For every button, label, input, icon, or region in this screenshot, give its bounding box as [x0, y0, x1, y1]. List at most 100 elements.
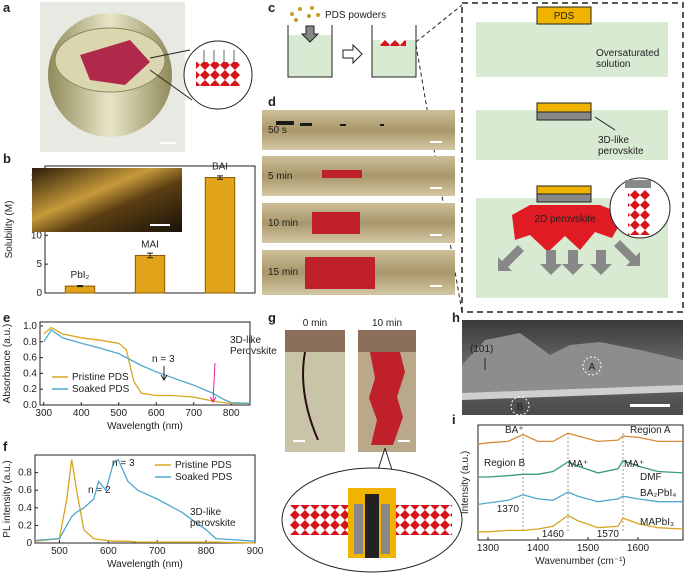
- x-tick-label: 800: [198, 546, 215, 557]
- diagram-text-line: 3D-like: [598, 135, 630, 146]
- legend-label: Pristine PDS: [175, 460, 232, 471]
- annotation: BA⁺: [505, 425, 524, 436]
- panel-label: f: [3, 439, 8, 454]
- annotation-line: MA⁺: [624, 459, 644, 470]
- sem-label: (101): [470, 344, 493, 355]
- x-axis-label: Wavelength (nm): [107, 421, 183, 432]
- annotation: n = 3: [152, 354, 175, 365]
- time-label: 10 min: [372, 318, 402, 329]
- annotation: DMF: [640, 472, 662, 483]
- x-tick-label: 500: [51, 546, 68, 557]
- annotation: 3D-like Perovskite: [230, 335, 277, 357]
- x-tick-label: 1500: [577, 543, 600, 554]
- reference-label: 1460: [542, 529, 565, 540]
- panel-label: i: [452, 412, 456, 427]
- x-axis-label: Wavelength (nm): [107, 559, 183, 570]
- diagram-text: 3D-like perovskite: [598, 135, 644, 157]
- x-tick-label: 500: [110, 408, 127, 419]
- y-tick-label: 0: [36, 288, 42, 299]
- legend-label: Region B: [484, 458, 525, 469]
- error-bar: [217, 175, 223, 180]
- x-tick-label: 600: [148, 408, 165, 419]
- diagram-text: Oversaturated solution: [596, 48, 659, 70]
- series-line: [43, 326, 250, 405]
- series-line: [34, 458, 256, 542]
- series-line: [477, 491, 683, 506]
- arrow-head: [209, 396, 217, 403]
- panel-label: e: [3, 310, 10, 325]
- annotation: 3D-like perovskite: [190, 507, 236, 529]
- charts: 05101520Solubility (M)PbI₂MAIBAI0.00.20.…: [2, 162, 684, 570]
- x-tick-label: 1300: [477, 543, 500, 554]
- time-label: 15 min: [268, 267, 298, 278]
- annotation-line: n = 3: [152, 354, 175, 365]
- diagram-c: [287, 2, 684, 313]
- time-label: 5 min: [268, 171, 292, 182]
- bar: [204, 177, 236, 294]
- panel-label: g: [268, 310, 276, 325]
- y-tick-label: 0.8: [18, 468, 32, 479]
- legend-label: Region A: [630, 425, 671, 436]
- x-tick-label: 700: [149, 546, 166, 557]
- y-tick-label: 0: [26, 538, 32, 549]
- diagram-text-line: solution: [596, 59, 630, 70]
- annotation: n = 2: [88, 485, 111, 496]
- category-label: BAI: [212, 162, 228, 173]
- error-bar: [77, 284, 83, 288]
- series-line: [34, 459, 256, 544]
- sem-label: B: [517, 402, 524, 413]
- panel-label: b: [3, 151, 11, 166]
- legend-label: MAPbI₃: [640, 517, 674, 528]
- y-tick-label: 0.0: [23, 400, 37, 411]
- series-line: [478, 459, 684, 478]
- bar: [134, 254, 166, 294]
- error-bar: [147, 252, 153, 259]
- diagram-text-line: perovskite: [598, 146, 644, 157]
- y-axis-label: Solubility (M): [4, 201, 15, 259]
- y-axis-label: Intensity (a.u.): [460, 451, 471, 514]
- sem-image: [462, 320, 683, 416]
- annotation-line: DMF: [640, 472, 662, 483]
- y-tick-label: 0.2: [23, 384, 37, 395]
- reference-label: 1570: [597, 529, 620, 540]
- annotation-line: n = 2: [88, 485, 111, 496]
- annotation-line: perovskite: [190, 518, 236, 529]
- scale-bar: [150, 224, 170, 226]
- y-tick-label: 0.4: [23, 368, 37, 379]
- annotation-line: Perovskite: [230, 346, 277, 357]
- inset-photo: [32, 168, 182, 232]
- legend-label: Soaked PDS: [72, 384, 130, 395]
- x-tick-label: 400: [73, 408, 90, 419]
- y-tick-label: 0.4: [18, 503, 32, 514]
- plot-frame: [39, 321, 251, 406]
- legend-label: Pristine PDS: [72, 372, 129, 383]
- x-tick-label: 300: [35, 408, 52, 419]
- photos-d: [262, 110, 455, 295]
- annotation-line: 3D-like: [190, 507, 222, 518]
- legend-label: Soaked PDS: [175, 472, 233, 483]
- panel-label: a: [3, 0, 11, 15]
- panel-label: h: [452, 310, 460, 325]
- diagram-text: 2D perovskite: [534, 214, 596, 225]
- legend-label: BA₂PbI₄: [640, 488, 676, 499]
- annotation: MA⁺: [624, 459, 644, 470]
- x-axis-label: Wavenumber (cm⁻¹): [535, 556, 625, 567]
- time-label: 10 min: [268, 218, 298, 229]
- y-tick-label: 0.6: [23, 353, 37, 364]
- annotation-arrow: [212, 362, 216, 403]
- plot-frame: [34, 454, 256, 544]
- x-tick-label: 900: [247, 546, 264, 557]
- annotation: MA⁺: [568, 459, 588, 470]
- series-line: [477, 432, 683, 445]
- series-line: [43, 328, 251, 405]
- sem-label: A: [589, 362, 596, 373]
- reference-label: 1370: [497, 504, 520, 515]
- y-tick-label: 1.0: [23, 321, 37, 332]
- arrow-head: [160, 374, 168, 381]
- y-axis-label: PL intensity (a.u.): [2, 460, 13, 537]
- annotation: n = 3: [112, 458, 135, 469]
- y-tick-label: 0.2: [18, 520, 32, 531]
- plot-frame: [477, 424, 684, 541]
- series-line: [478, 514, 684, 533]
